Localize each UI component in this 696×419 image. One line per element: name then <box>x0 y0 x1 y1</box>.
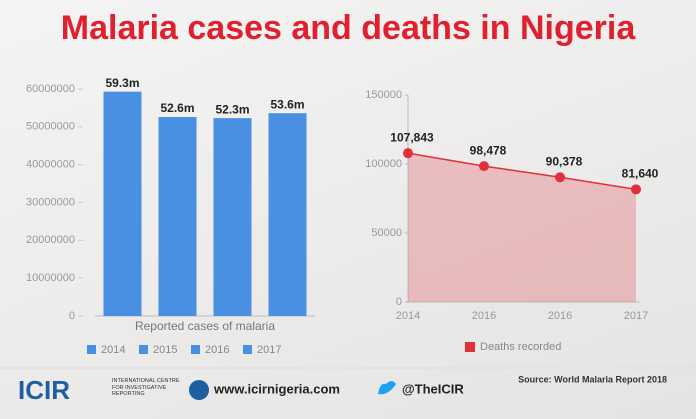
twitter-icon <box>378 381 396 395</box>
point <box>403 148 413 159</box>
y-tick-label: 20000000 <box>26 234 75 246</box>
point <box>555 172 565 183</box>
legend-label: 2017 <box>257 344 281 356</box>
value-label: 59.3m <box>105 76 139 90</box>
y-tick-label: 30000000 <box>26 196 75 208</box>
y-tick-label: 40000000 <box>26 159 75 171</box>
title: Malaria cases and deaths in Nigeria <box>61 9 637 47</box>
bar <box>103 91 142 316</box>
value-label: 90,378 <box>546 154 583 168</box>
org-name: INTERNATIONAL CENTRE FOR INVESTIGATIVE R… <box>112 378 180 398</box>
y-tick-label: 10000000 <box>26 272 75 284</box>
legend-swatch <box>465 342 475 352</box>
footer: ICIR INTERNATIONAL CENTRE FOR INVESTIGAT… <box>18 374 667 405</box>
value-label: 52.6m <box>160 101 194 115</box>
legend-swatch <box>243 345 252 354</box>
y-tick-label: 50000000 <box>26 121 75 133</box>
globe-icon <box>189 380 209 400</box>
legend-swatch <box>139 345 148 354</box>
point <box>631 184 641 195</box>
y-tick-label: 60000000 <box>26 83 75 95</box>
y-tick-label: 150000 <box>365 89 402 101</box>
bar <box>268 113 307 316</box>
line <box>407 152 637 191</box>
bar <box>213 118 252 316</box>
value-label: 53.6m <box>270 97 304 111</box>
bar <box>158 116 197 316</box>
x-tick-label: 2016 <box>548 310 572 322</box>
x-tick-label: 2017 <box>624 310 648 322</box>
legend-label: 2016 <box>205 344 229 356</box>
y-tick-label: 0 <box>396 296 402 308</box>
y-tick-label: 50000 <box>371 227 402 239</box>
legend-swatch <box>191 345 200 354</box>
value-label: 98,478 <box>470 143 507 157</box>
org-wrap: INTERNATIONAL CENTRE FOR INVESTIGATIVE R… <box>112 378 180 398</box>
x-tick-label: 2016 <box>472 310 496 322</box>
value-label: 52.3m <box>215 102 249 116</box>
point <box>479 161 489 172</box>
legend-swatch <box>87 345 96 354</box>
x-axis-label: Reported cases of malaria <box>135 319 275 333</box>
website: www.icirnigeria.com <box>213 381 340 396</box>
legend-label: 2015 <box>153 344 177 356</box>
legend-label: 2014 <box>101 344 125 356</box>
x-tick-label: 2014 <box>396 310 420 322</box>
value-label: 107,843 <box>390 130 434 144</box>
source: Source: World Malaria Report 2018 <box>518 374 667 384</box>
area <box>408 153 636 302</box>
y-tick-label: 100000 <box>365 158 402 170</box>
value-label: 81,640 <box>622 167 659 181</box>
y-tick-label: 0 <box>69 310 75 322</box>
legend-label: Deaths recorded <box>480 341 561 353</box>
logo: ICIR <box>18 375 70 405</box>
twitter: @TheICIR <box>402 381 464 396</box>
